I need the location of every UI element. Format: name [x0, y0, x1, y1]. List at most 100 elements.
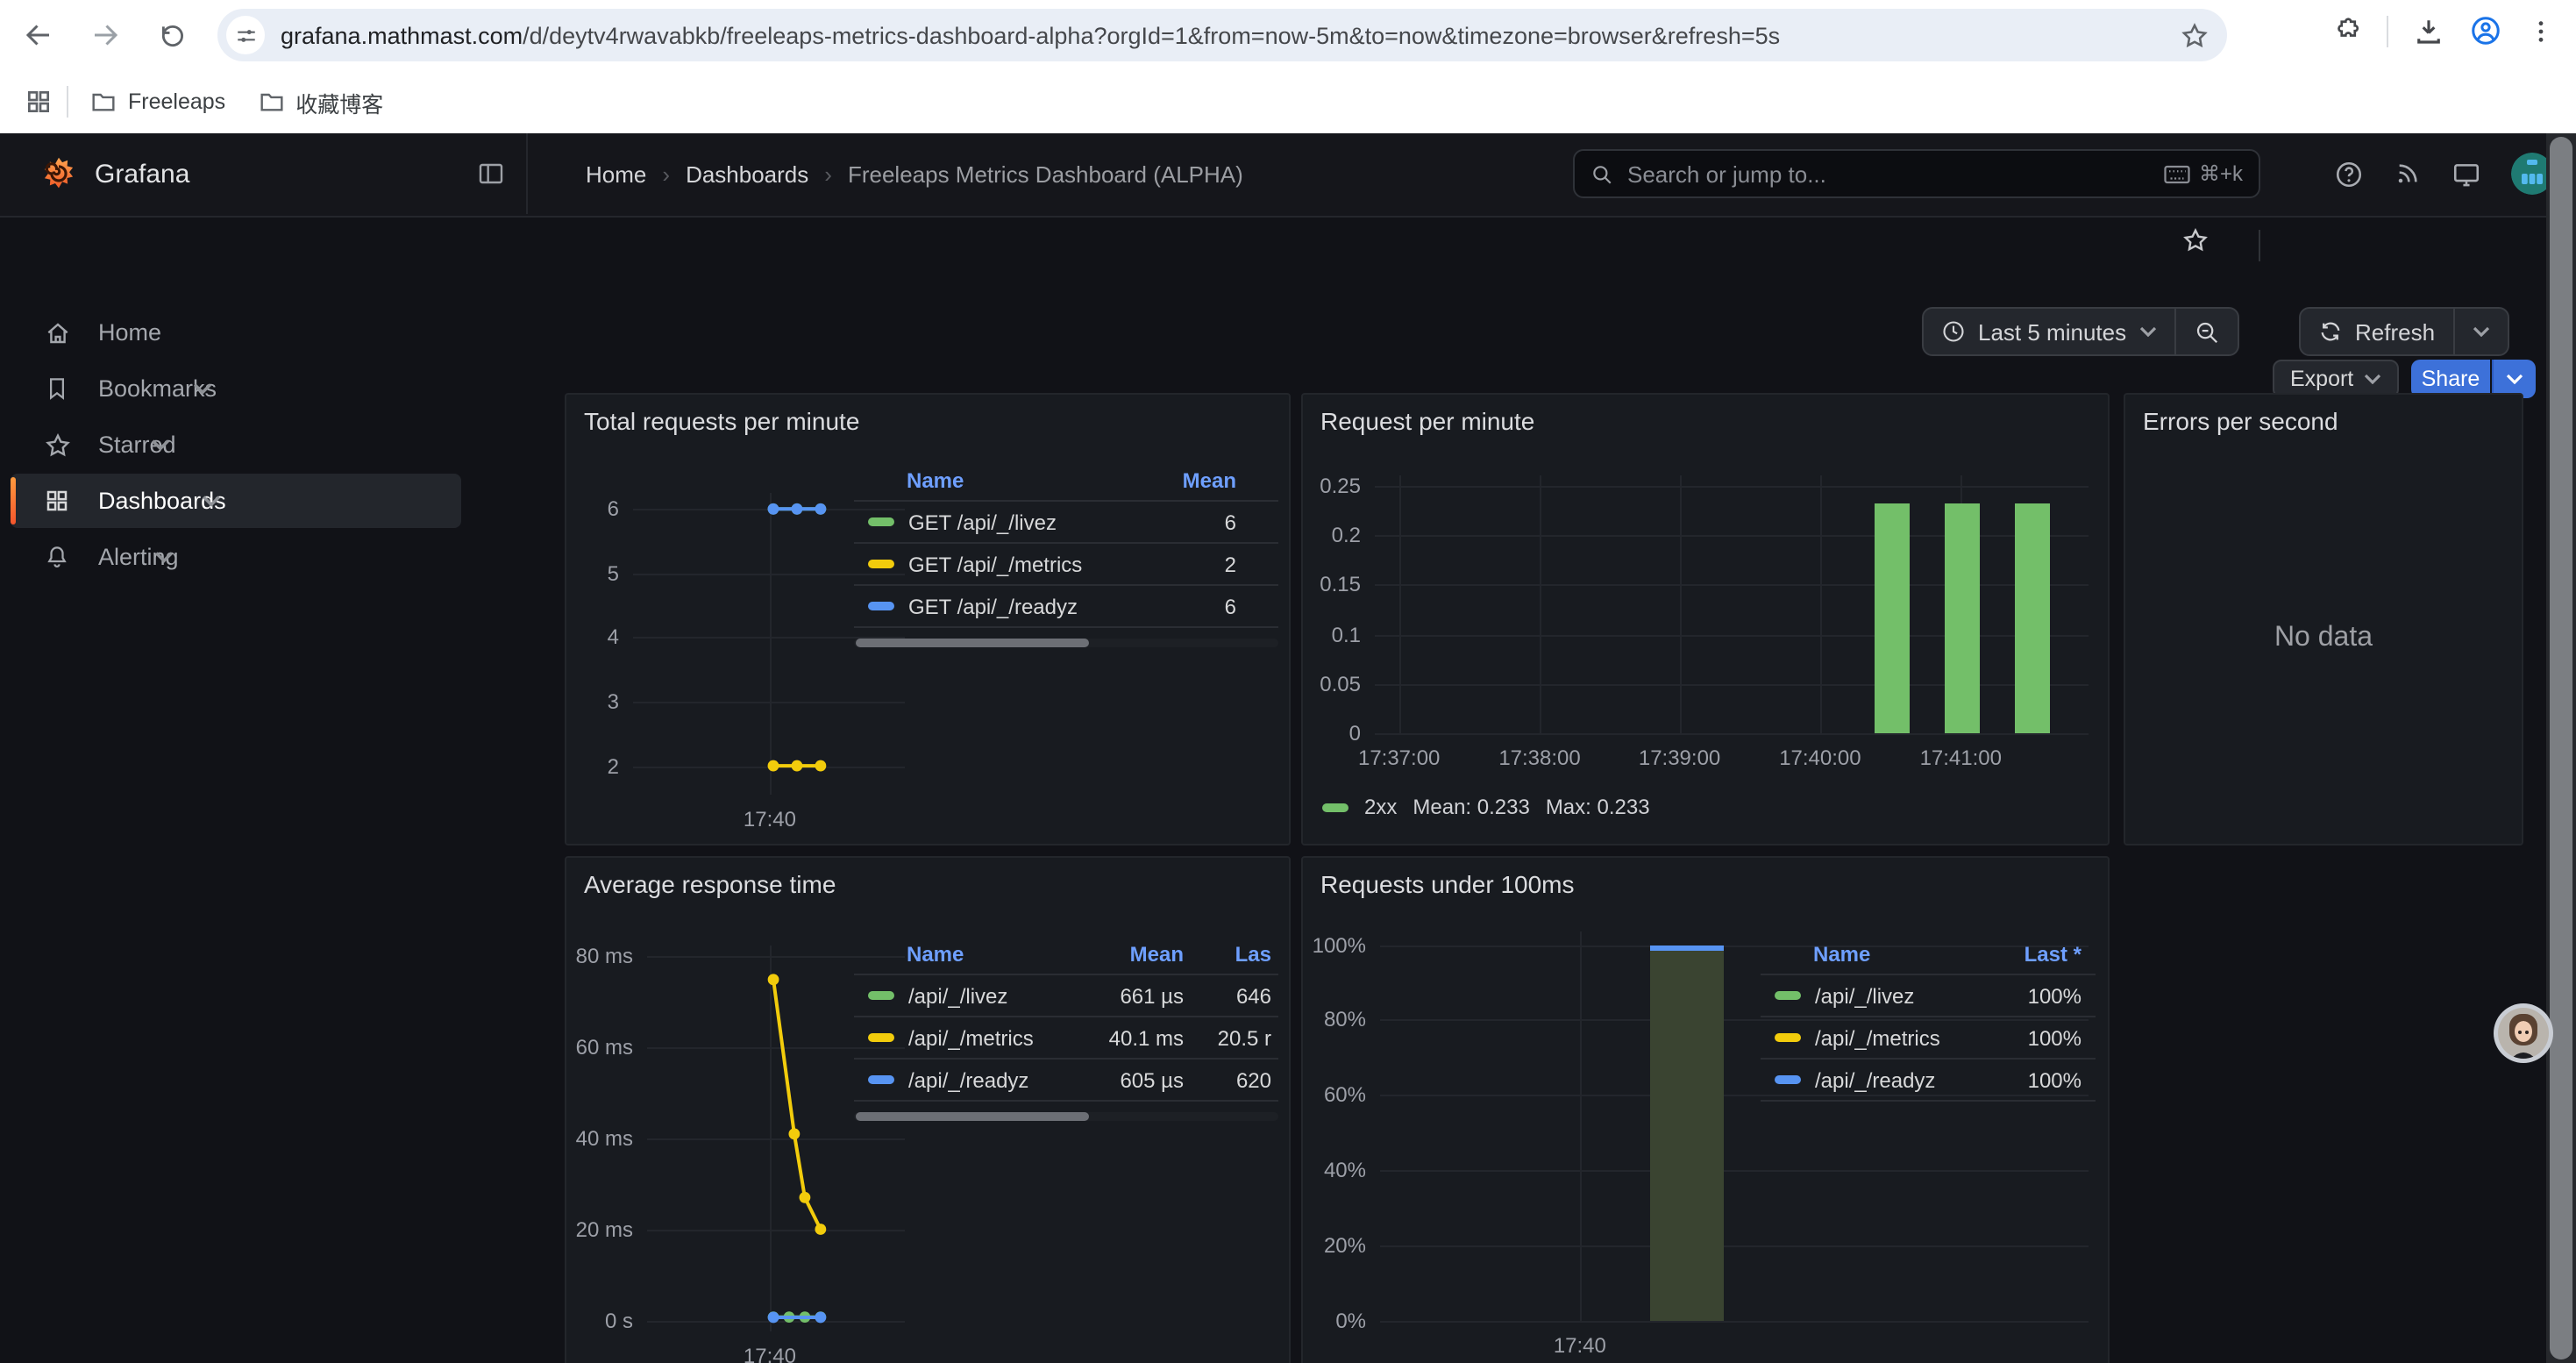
scrollbar-thumb[interactable] — [2550, 137, 2572, 1359]
refresh-interval-button[interactable] — [2454, 309, 2507, 354]
monitor-icon[interactable] — [2451, 159, 2481, 189]
legend-header-name[interactable]: Name — [907, 468, 1089, 493]
legend-scrollbar[interactable] — [854, 1112, 1278, 1121]
zoom-out-icon — [2193, 318, 2219, 345]
legend-header-name[interactable]: Name — [1813, 942, 1983, 967]
panel-errors-per-second: Errors per second No data — [2124, 393, 2523, 846]
sidebar-item-bookmarks[interactable]: Bookmarks — [0, 361, 526, 416]
toolbar-separator — [2387, 15, 2388, 46]
panel-title[interactable]: Total requests per minute — [584, 407, 859, 435]
legend-series-name[interactable]: 2xx — [1364, 795, 1397, 819]
favorite-dashboard-icon[interactable] — [2181, 226, 2210, 254]
legend-row[interactable]: GET /api/_/livez6 — [854, 502, 1278, 544]
help-icon[interactable] — [2334, 159, 2364, 189]
sidebar-item-dashboards[interactable]: Dashboards — [0, 474, 526, 528]
page-scrollbar[interactable] — [2546, 133, 2576, 1363]
bell-icon — [44, 544, 72, 570]
site-settings-icon[interactable] — [226, 16, 265, 54]
bookmark-folder-blogs[interactable]: 收藏博客 — [257, 85, 383, 118]
active-item-background — [11, 474, 461, 528]
panel-title[interactable]: Errors per second — [2143, 407, 2338, 435]
panel-title[interactable]: Average response time — [584, 870, 836, 898]
grafana-header-left: Grafana — [0, 133, 528, 214]
grafana-header: Grafana Home › Dashboards › Freeleaps Me… — [0, 133, 2576, 218]
search-placeholder: Search or jump to... — [1627, 161, 2164, 187]
url-bar[interactable]: grafana.mathmast.com/d/deytv4rwavabkb/fr… — [217, 9, 2227, 61]
back-icon[interactable] — [18, 14, 60, 56]
legend-header-mean[interactable]: Mean — [1089, 468, 1278, 493]
news-rss-icon[interactable] — [2394, 160, 2422, 188]
browser-menu-icon[interactable] — [2527, 17, 2555, 45]
legend-header-name[interactable]: Name — [907, 942, 1071, 967]
brand-title: Grafana — [95, 159, 189, 189]
time-range-picker[interactable]: Last 5 minutes — [1924, 309, 2174, 354]
chevron-down-icon[interactable] — [202, 495, 221, 507]
toolbar-separator — [2259, 230, 2260, 261]
breadcrumb-home[interactable]: Home — [586, 161, 646, 187]
chevron-down-icon[interactable] — [154, 551, 174, 563]
legend-mean-stat: Mean: 0.233 — [1413, 795, 1529, 819]
no-data-message: No data — [2125, 623, 2522, 654]
grafana-logo[interactable] — [40, 155, 77, 192]
sidebar-item-starred[interactable]: Starred — [0, 417, 526, 472]
refresh-button[interactable]: Refresh — [2301, 309, 2452, 354]
refresh-icon — [2318, 319, 2343, 344]
legend-max-stat: Max: 0.233 — [1546, 795, 1650, 819]
panel-average-response-time: Average response time 0 s20 ms40 ms60 ms… — [565, 856, 1291, 1363]
screen: grafana.mathmast.com/d/deytv4rwavabkb/fr… — [0, 0, 2576, 1363]
sidebar-toggle-icon[interactable] — [477, 160, 505, 188]
chevron-down-icon — [2472, 326, 2489, 337]
legend-row[interactable]: /api/_/livez661 µs646 — [854, 975, 1278, 1017]
active-item-accent — [11, 477, 16, 525]
extensions-icon[interactable] — [2330, 15, 2362, 46]
legend-row[interactable]: /api/_/metrics40.1 ms20.5 r — [854, 1017, 1278, 1060]
profile-icon[interactable] — [2469, 14, 2502, 47]
legend-row[interactable]: /api/_/metrics100% — [1761, 1017, 2096, 1060]
series-color-pill — [1322, 803, 1348, 811]
chevron-down-icon[interactable] — [192, 382, 211, 395]
breadcrumb-dashboards[interactable]: Dashboards — [686, 161, 808, 187]
bookmarks-bar: Freeleaps 收藏博客 — [0, 70, 2576, 135]
legend-table: NameMean GET /api/_/livez6 GET /api/_/me… — [854, 461, 1278, 647]
panel-requests-under-100ms: Requests under 100ms 0%20%40%60%80%100%1… — [1301, 856, 2110, 1363]
search-input[interactable]: Search or jump to... ⌘+k — [1573, 149, 2260, 198]
legend-line[interactable]: 2xx Mean: 0.233 Max: 0.233 — [1322, 795, 1650, 819]
legend-row[interactable]: GET /api/_/metrics2 — [854, 544, 1278, 586]
sidebar: Home Bookmarks Starred Dashboards — [0, 216, 526, 1363]
bookmark-folder-freeleaps[interactable]: Freeleaps — [89, 88, 225, 116]
floating-assistant-avatar[interactable] — [2494, 1003, 2553, 1063]
legend-row[interactable]: GET /api/_/readyz6 — [854, 586, 1278, 628]
dashboards-grid-icon — [44, 488, 72, 514]
legend-row[interactable]: /api/_/readyz100% — [1761, 1060, 2096, 1102]
series-color-pill — [1775, 991, 1801, 1000]
legend-table: NameLast * /api/_/livez100% /api/_/metri… — [1761, 935, 2096, 1102]
legend-row[interactable]: /api/_/readyz605 µs620 — [854, 1060, 1278, 1102]
chevron-down-icon — [2138, 326, 2156, 337]
breadcrumb-current: Freeleaps Metrics Dashboard (ALPHA) — [848, 161, 1243, 187]
download-icon[interactable] — [2413, 15, 2444, 46]
clock-icon — [1941, 319, 1966, 344]
panel-title[interactable]: Requests under 100ms — [1320, 870, 1575, 898]
reload-icon[interactable] — [151, 14, 193, 56]
time-range-group: Last 5 minutes — [1922, 307, 2238, 356]
legend-header-mean[interactable]: Mean — [1071, 942, 1184, 967]
series-color-pill — [868, 1075, 894, 1084]
legend-header-last[interactable]: Last * — [1983, 942, 2096, 967]
legend-scrollbar[interactable] — [854, 639, 1278, 647]
keyboard-icon — [2164, 164, 2190, 183]
url-text[interactable]: grafana.mathmast.com/d/deytv4rwavabkb/fr… — [281, 22, 2180, 48]
series-color-pill — [1775, 1033, 1801, 1042]
refresh-group: Refresh — [2299, 307, 2508, 356]
panel-title[interactable]: Request per minute — [1320, 407, 1534, 435]
chart-plot[interactable]: 00.050.10.150.20.2517:37:0017:38:0017:39… — [1375, 475, 2089, 733]
zoom-out-button[interactable] — [2175, 309, 2237, 354]
legend-header-last[interactable]: Las — [1184, 942, 1278, 967]
bookmark-star-icon[interactable] — [2180, 20, 2210, 50]
forward-icon[interactable] — [84, 14, 126, 56]
sidebar-item-home[interactable]: Home — [0, 305, 526, 360]
legend-row[interactable]: /api/_/livez100% — [1761, 975, 2096, 1017]
breadcrumb: Home › Dashboards › Freeleaps Metrics Da… — [586, 133, 1243, 214]
chevron-down-icon[interactable] — [152, 439, 171, 451]
apps-grid-icon[interactable] — [25, 88, 53, 116]
sidebar-item-alerting[interactable]: Alerting — [0, 530, 526, 584]
